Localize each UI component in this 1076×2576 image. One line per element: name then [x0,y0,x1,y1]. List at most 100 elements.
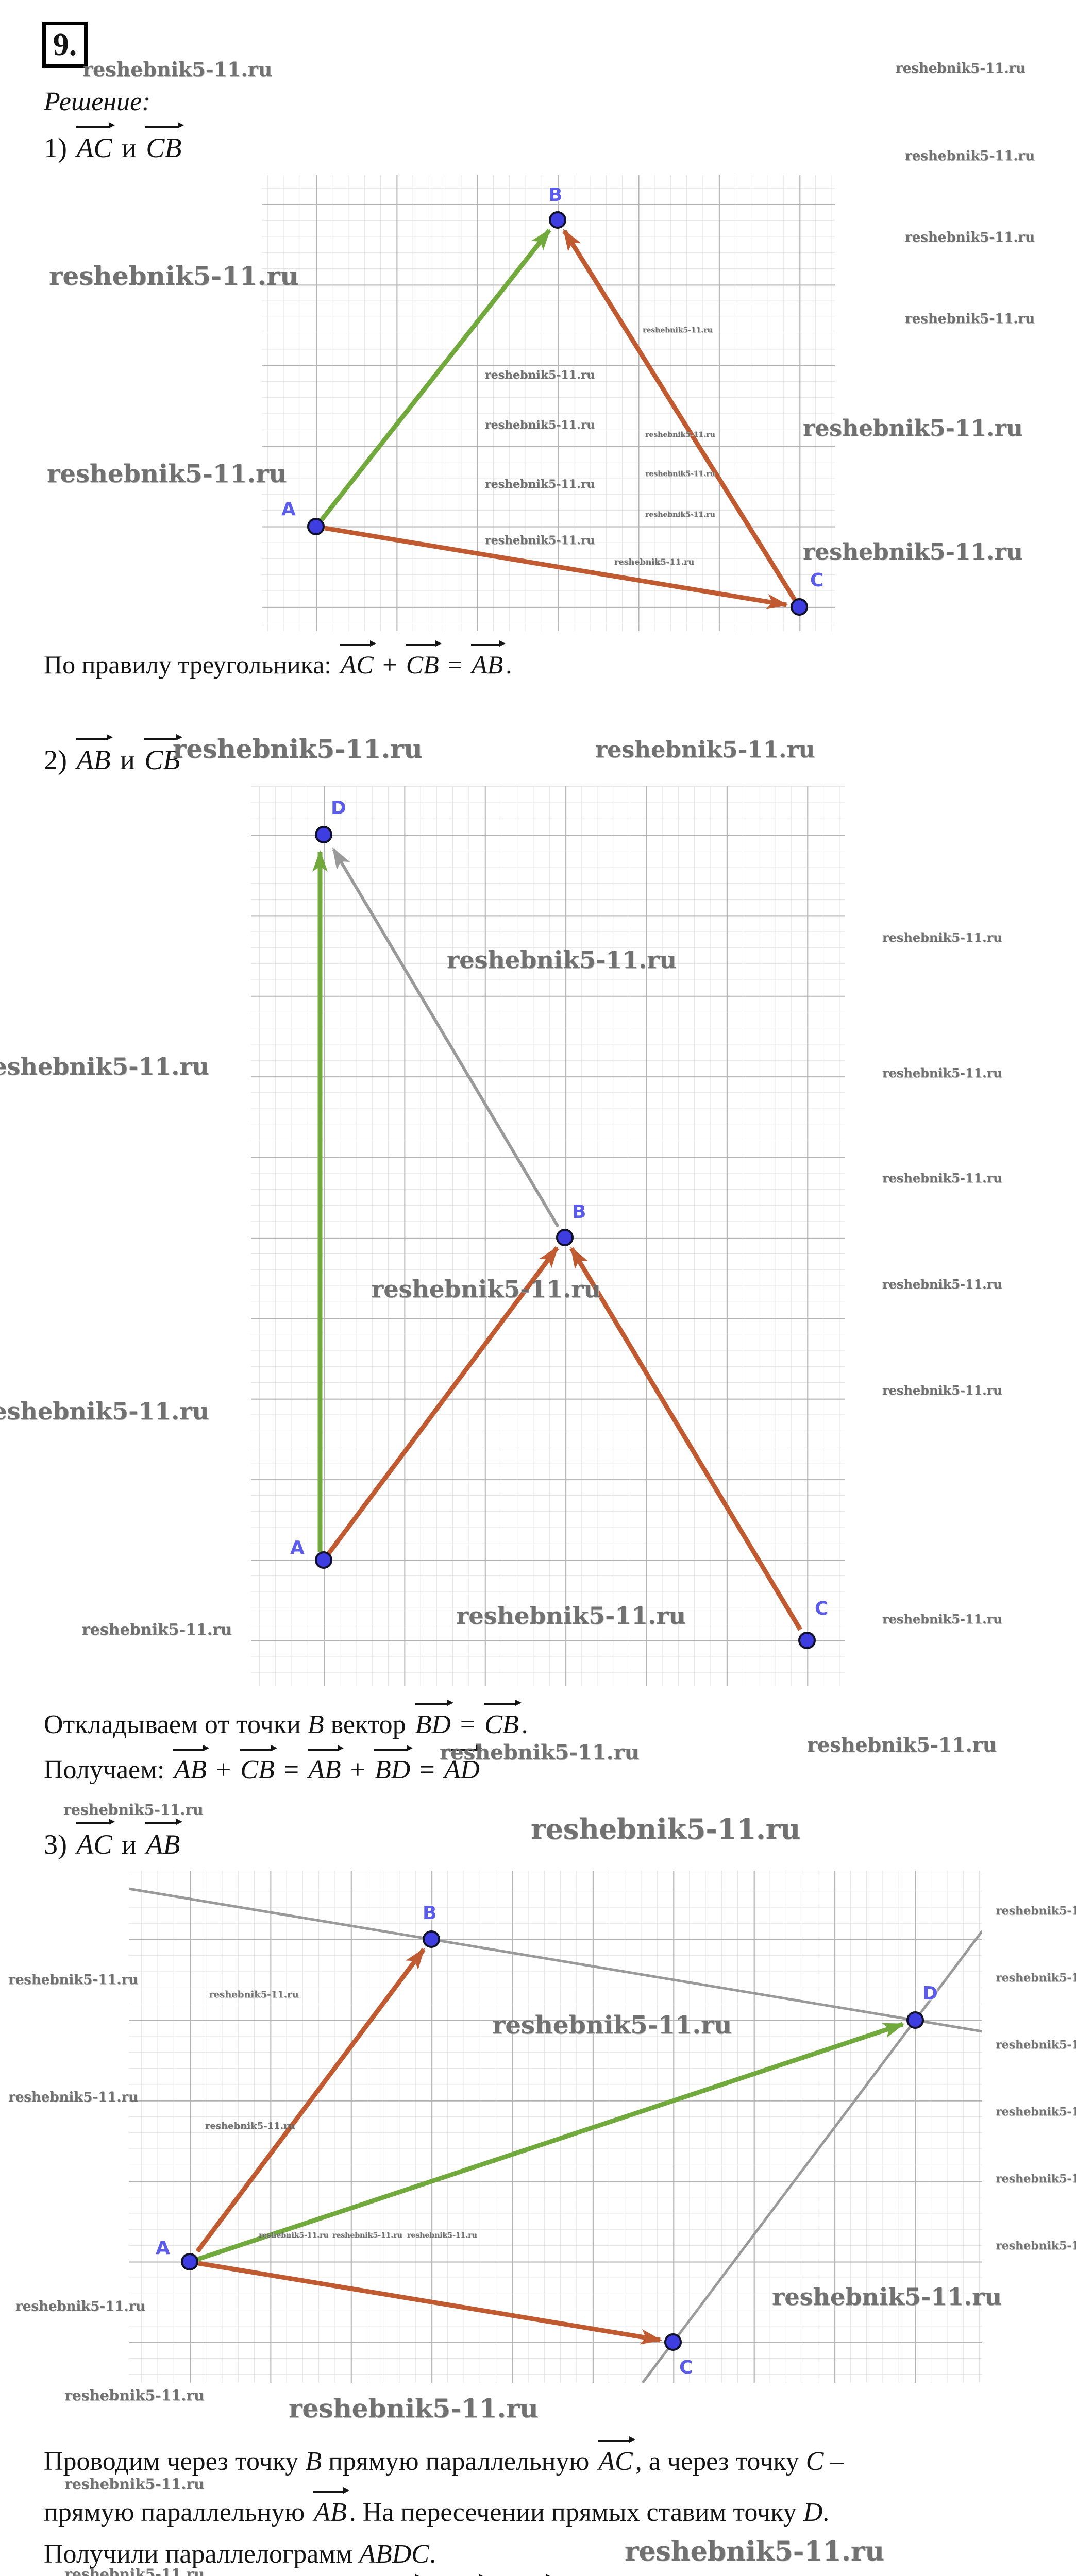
vector-arrow-gray [332,847,560,1228]
watermark: reshebnik5-11.ru [64,2476,205,2493]
vector-cb: CB [144,122,184,164]
watermark: reshebnik5-11.ru [15,2299,146,2314]
text: вектор [324,1710,413,1739]
section-3-parallelogram-text: Получили параллелограмм ABDC. [44,2539,436,2570]
watermark: reshebnik5-11.ru [905,311,1035,327]
section-3-construction-line-1: Проводим через точку B прямую параллельн… [44,2436,844,2477]
text: Получили параллелограмм [44,2539,360,2569]
watermark: reshebnik5-11.ru [371,1275,601,1303]
watermark: reshebnik5-11.ru [625,2536,885,2567]
section-2-number: 2) [44,744,74,775]
watermark: reshebnik5-11.ru [882,1065,1002,1080]
watermark: reshebnik5-11.ru [595,737,815,763]
text: , а через точку [635,2447,806,2476]
section-2-header: 2) AB и CB [44,734,183,776]
vector-arrow-orange [198,2261,662,2345]
watermark: reshebnik5-11.ru [485,478,595,491]
vector-arrow-green [197,2022,905,2262]
point-b-label: B [423,1903,437,1924]
period: . [506,650,512,679]
conjunction: и [114,132,144,163]
watermark: reshebnik5-11.ru [447,946,677,974]
watermark: reshebnik5-11.ru [63,1801,204,1818]
text: – [823,2447,844,2476]
watermark: reshebnik5-11.ru [996,2172,1076,2185]
watermark: reshebnik5-11.ru [882,1612,1002,1626]
vector-ac: AC [75,1819,115,1860]
watermark: reshebnik5-11.ru [82,58,273,81]
point-b-dot [556,1229,574,1246]
plus-sign: + [209,1755,238,1785]
conjunction: и [113,744,142,775]
construction-line [642,1930,982,2383]
point-d-label: D [922,1983,938,2004]
point-c-dot [798,1632,816,1649]
point-d-dot [315,826,332,843]
vector-bd: BD [414,1700,454,1740]
point-a-dot [181,2253,198,2270]
solution-label: Решение: [44,87,151,116]
point-a-label: A [156,2238,170,2259]
diagram-1-triangle-rule: reshebnik5-11.ru reshebnik5-11.ru reshebni… [262,175,835,631]
watermark: reshebnik5-11.ru [485,418,595,432]
vector-ad: AD [443,1745,483,1786]
point-a-label: A [290,1537,305,1558]
section-1-number: 1) [44,132,74,163]
plus-sign: + [376,650,404,679]
equals-sign: = [441,650,469,679]
watermark: reshebnik5-11.ru [772,2283,1002,2311]
watermark: reshebnik5-11.ru [8,1972,139,1988]
watermark: reshebnik5-11.ru [882,930,1002,945]
point-a-dot [307,518,325,535]
vector-arrow-orange [569,1246,802,1631]
text: Проводим через точку [44,2447,306,2476]
vector-bd: BD [373,1745,413,1786]
vector-arrow-green [320,228,551,521]
vector-arrow-orange [327,1246,559,1555]
section-2-conclusion: Получаем: AB + CB = AB + BD = AD [44,1745,483,1786]
vector-cb: CB [143,734,183,776]
watermark: reshebnik5-11.ru [996,1971,1076,1985]
point-a-dot [315,1551,332,1569]
vector-cb: CB [239,1745,278,1786]
watermark: reshebnik5-11.ru [8,2090,139,2105]
diagram-2-translated-vector: reshebnik5-11.ru reshebnik5-11.ru reshebni… [251,786,845,1686]
d3-canvas [129,1887,982,2383]
vector-ab: AB [312,2487,349,2528]
vector-ab: AB [470,640,506,680]
equals-sign: = [413,1755,442,1785]
section-3-construction-line-2: прямую параллельную AB. На пересечении п… [44,2487,829,2528]
point-c-label: C [679,2357,693,2378]
vector-ab: AB [307,1745,344,1786]
vector-ac: AC [75,122,115,164]
watermark: reshebnik5-11.ru [485,368,595,382]
point-b-ref: B [305,2447,322,2476]
watermark: reshebnik5-11.ru [882,1383,1002,1398]
watermark: reshebnik5-11.ru [456,1602,686,1630]
vector-ab: AB [144,1819,183,1860]
vector-arrow-orange [195,1947,426,2253]
watermark: reshebnik5-11.ru [47,460,287,488]
watermark: reshebnik5-11.ru [643,326,713,334]
watermark: reshebnik5-11.ru [645,470,715,478]
vector-cb: CB [483,1700,522,1740]
vector-ab: AB [172,1745,209,1786]
watermark: reshebnik5-11.ru [0,1397,209,1425]
watermark: reshebnik5-11.ru [996,1904,1076,1918]
text: По правилу треугольника: [44,650,338,679]
point-b-dot [549,211,566,229]
point-c-dot [791,598,808,616]
watermark: reshebnik5-11.ru [332,2231,402,2240]
point-c-label: C [810,570,824,591]
point-b-dot [423,1930,440,1948]
watermark: reshebnik5-11.ru [614,557,695,567]
vector-cb: CB [405,640,442,680]
problem-number-box: 9. [42,22,88,68]
period: . [429,2539,436,2569]
construction-line [129,1887,982,2033]
section-1-conclusion: По правилу треугольника: AC + CB = AB. [44,640,512,680]
watermark: reshebnik5-11.ru [882,1171,1002,1185]
vector-ac: AC [597,2436,636,2477]
point-b-ref: B [307,1710,324,1739]
